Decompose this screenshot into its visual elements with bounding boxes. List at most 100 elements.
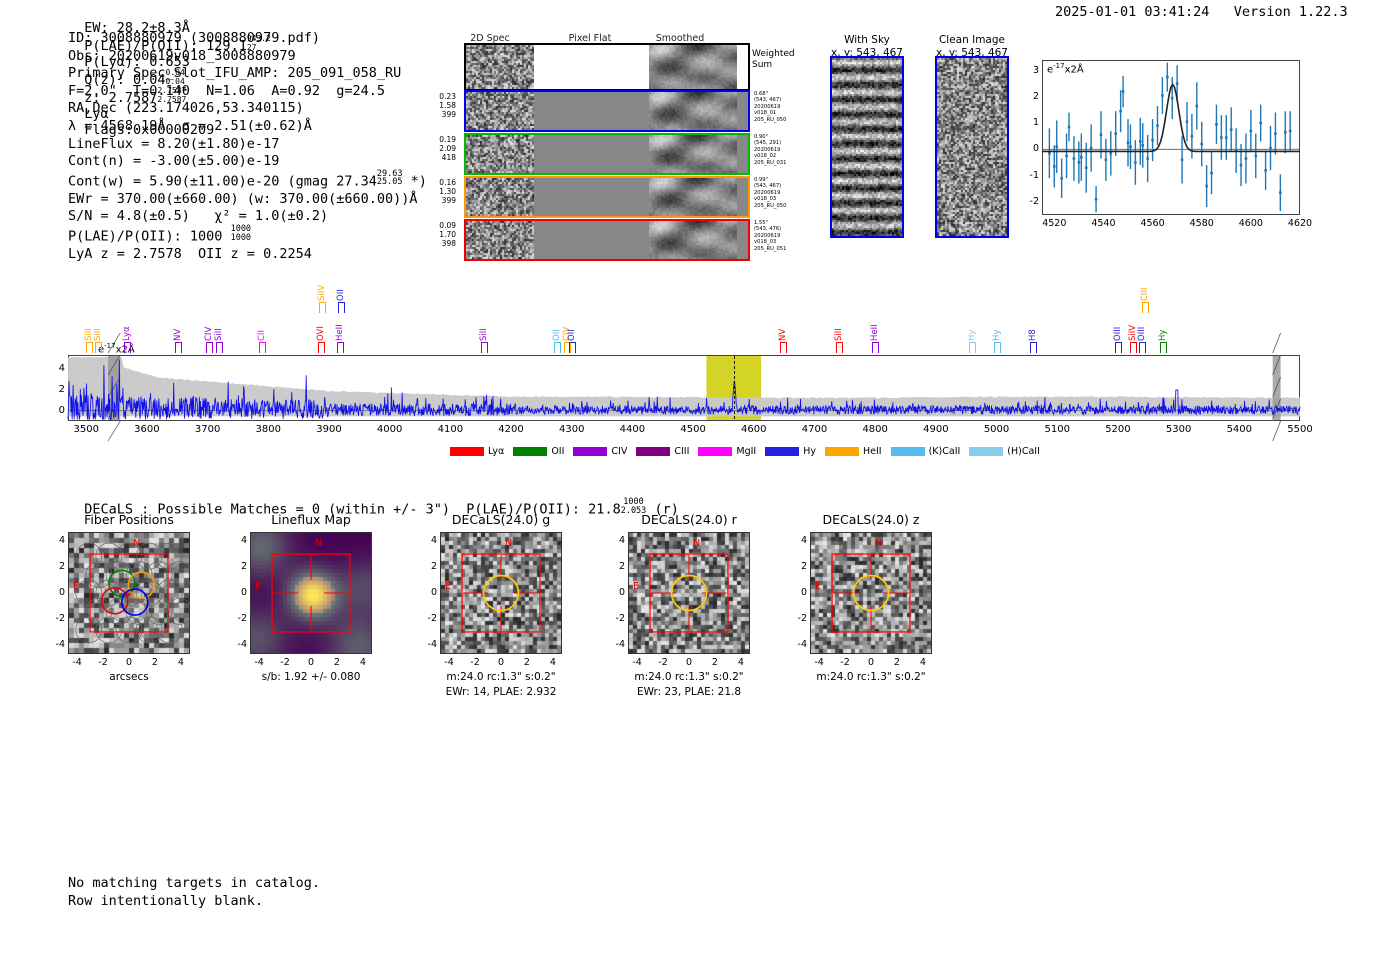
emission-line-bracket	[318, 342, 326, 353]
emission-line-bracket	[553, 342, 561, 353]
legend-label: Hy	[803, 446, 816, 457]
panel-image	[250, 532, 372, 654]
info-snr: S/N = 4.8(±0.5) χ² = 1.0(±0.2)	[68, 208, 329, 225]
emission-line-label: CIV	[204, 326, 215, 341]
emission-line-bracket	[779, 342, 787, 353]
spec2d-row-meta: 0.90" (545, 291) 20200619 v018_02 205_RU…	[754, 134, 787, 166]
panel-xtick: 0	[125, 657, 133, 668]
legend-item: MgII	[698, 446, 756, 457]
spec2d-col-header: Smoothed	[655, 33, 705, 44]
panel-caption-1: m:24.0 rc:1.3" s:0.2"	[446, 671, 556, 683]
legend-item: OII	[513, 446, 564, 457]
emission-line-bracket	[94, 342, 102, 353]
panel-image	[440, 532, 562, 654]
emission-line-bracket	[206, 342, 214, 353]
header-plae-hi: 943.2	[246, 34, 271, 43]
panel-ytick: 4	[240, 535, 247, 547]
info-ewr: EWr = 370.00(±660.00) (w: 370.00(±660.00…	[68, 190, 418, 207]
decals-plae-hi: 1000	[623, 497, 644, 507]
panel-xtick: -4	[254, 657, 264, 668]
spec2d-cell-smooth	[649, 178, 737, 216]
panel-image	[810, 532, 932, 654]
spectrum-xtick: 5000	[983, 424, 1010, 435]
emission-line-label: OIII	[1137, 326, 1148, 341]
spectrum-xtick: 5200	[1105, 424, 1131, 435]
emission-line-bracket	[319, 302, 327, 313]
zoom-plot-ytick: 2	[1032, 90, 1039, 102]
decals-plae-lo: 2.053	[620, 505, 647, 516]
compass-north: N	[133, 538, 141, 549]
legend-item: Hy	[765, 446, 816, 457]
panel-ytick: -2	[237, 612, 247, 624]
legend-item: (K)CaII	[890, 446, 961, 457]
spectrum-xtick: 4600	[741, 424, 767, 435]
panel-xtick: 2	[893, 657, 900, 668]
spec2d-col-header: 2D Spec	[470, 33, 510, 44]
header-plya: P(Lyα): 0.653	[84, 54, 190, 70]
legend-label: (K)CaII	[928, 446, 961, 457]
legend-label: HeII	[863, 446, 882, 457]
compass-east: E	[815, 581, 822, 592]
emission-line-label: SiII	[833, 328, 844, 341]
emission-line-bracket	[872, 342, 880, 353]
info-cont-w-hi: 29.63	[376, 168, 403, 179]
emission-line-label: Hy	[991, 329, 1002, 341]
panel-xtick: -2	[98, 657, 108, 668]
emission-line-bracket	[1142, 302, 1150, 313]
emission-line-label: Lyα	[121, 326, 132, 341]
spec2d-cell-noise	[466, 45, 534, 89]
info-seeing: F=2.0" T=0.140 N=1.06 A=0.92 g=24.5	[68, 82, 385, 99]
cutout-image	[830, 56, 904, 238]
spec2d-fiber-row	[464, 90, 750, 132]
info-plae: P(LAE)/P(OII): 1000 1000 1000	[68, 225, 427, 246]
cutout-title-text: Clean Image	[938, 34, 1006, 46]
spectrum-legend: Lyα OII CIV CIII MgII Hy HeII (K)CaII (H)CaII	[450, 446, 1040, 457]
header-z-type: Lyα	[84, 106, 109, 122]
panel-image	[628, 532, 750, 654]
panel-xtick: -2	[658, 657, 668, 668]
panel-ytick: 2	[618, 561, 625, 573]
panel-xtick: 2	[151, 657, 158, 668]
panel-xtick: -4	[632, 657, 642, 668]
spec2d-cell-smooth	[649, 221, 737, 259]
spec2d-row-stats: 0.09 1.70 398	[439, 221, 456, 248]
emission-line-label: OVI	[316, 326, 327, 341]
emission-line-label: HeII	[870, 324, 881, 341]
spectrum-ytick: 4	[58, 363, 65, 375]
compass-north: N	[505, 538, 513, 549]
panel-overlay	[461, 553, 541, 633]
spectrum-xtick: 4800	[862, 424, 888, 435]
bottom-note-line2: Row intentionally blank.	[68, 893, 264, 909]
emission-line-label: OII	[551, 329, 562, 341]
zoom-plot-xtick: 4580	[1189, 218, 1214, 229]
info-obs: Obs: 20200619v018_3008880979	[68, 47, 296, 64]
legend-label: (H)CaII	[1007, 446, 1040, 457]
info-redshifts: LyA z = 2.7578 OII z = 0.2254	[68, 246, 312, 263]
panel-xtick: 4	[359, 657, 366, 668]
panel-xtick: -4	[814, 657, 824, 668]
panel-overlay: +	[75, 542, 190, 644]
spectrum-xtick: 5500	[1287, 424, 1313, 435]
panel-caption-1: s/b: 1.92 +/- 0.080	[261, 671, 361, 683]
panel-caption-1: m:24.0 rc:1.3" s:0.2"	[634, 671, 744, 683]
spectrum-xtick: 5300	[1165, 424, 1192, 435]
emission-line-label: CIII	[1140, 287, 1151, 301]
header-z-hi: 2.7587	[157, 86, 187, 95]
panel-image	[68, 532, 190, 654]
emission-line-label: Hy	[1158, 329, 1169, 341]
panel-ytick: -4	[615, 638, 625, 650]
emission-line-label: Hy	[967, 329, 978, 341]
spec2d-col-header: Pixel Flat	[568, 33, 612, 44]
emission-line-bracket	[1029, 342, 1037, 353]
info-cont-w: Cont(w) = 5.90(±11.00)e-20 (gmag 27.34 29…	[68, 168, 427, 191]
legend-swatch	[513, 447, 548, 456]
spec2d-cell-flat	[534, 178, 649, 216]
svg-text:+: +	[126, 590, 134, 600]
legend-label: Lyα	[488, 446, 505, 457]
zoom-plot-xtick: 4620	[1287, 218, 1313, 229]
info-cont-n: Cont(n) = -3.00(±5.00)e-19	[68, 153, 280, 170]
emission-line-bracket	[216, 342, 224, 353]
zoom-plot-ytick: -2	[1029, 195, 1039, 207]
legend-item: (H)CaII	[969, 446, 1040, 457]
emission-line-bracket	[1160, 342, 1168, 353]
